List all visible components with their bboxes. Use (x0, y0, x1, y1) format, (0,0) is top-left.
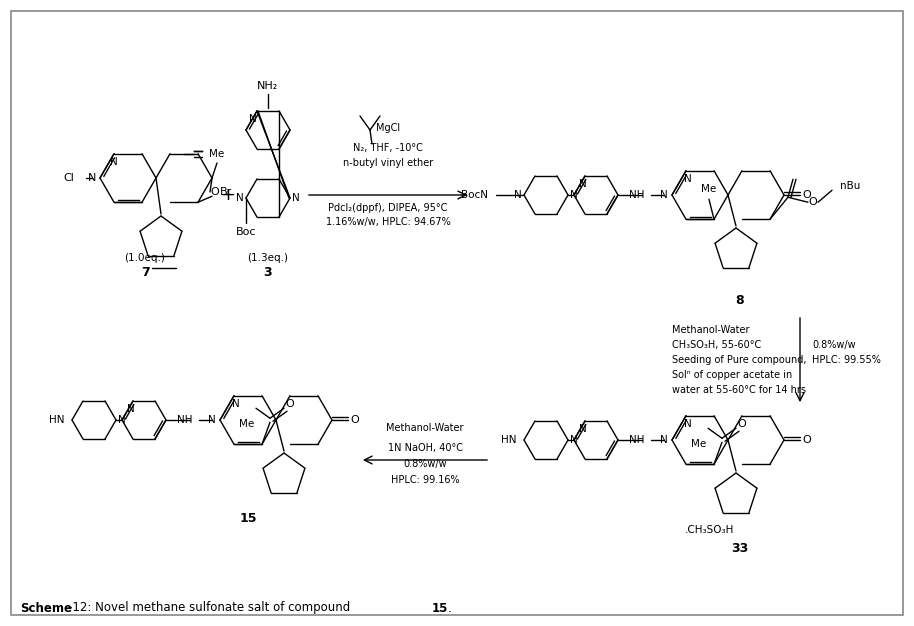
Text: N: N (660, 435, 668, 445)
Text: N: N (292, 193, 300, 203)
Text: Scheme: Scheme (20, 602, 72, 615)
Text: O: O (809, 197, 817, 207)
Text: N: N (88, 173, 96, 183)
Text: O: O (802, 435, 812, 445)
Text: 33: 33 (731, 541, 749, 555)
Text: N: N (232, 399, 239, 409)
Text: (1.0eq.): (1.0eq.) (124, 253, 165, 263)
Text: 1.16%w/w, HPLC: 94.67%: 1.16%w/w, HPLC: 94.67% (325, 217, 451, 227)
Text: 1N NaOH, 40°C: 1N NaOH, 40°C (388, 443, 462, 453)
Text: N: N (118, 415, 126, 425)
Text: 0.8%w/w: 0.8%w/w (812, 340, 856, 350)
Text: Me: Me (239, 419, 254, 429)
Text: NH: NH (629, 435, 644, 445)
Text: O: O (738, 419, 747, 429)
Text: Boc: Boc (236, 227, 256, 237)
Text: Me: Me (209, 149, 225, 159)
Text: N: N (208, 415, 216, 425)
Text: Solⁿ of copper acetate in: Solⁿ of copper acetate in (672, 370, 792, 380)
Text: N: N (127, 404, 135, 414)
Text: Methanol-Water: Methanol-Water (672, 325, 749, 335)
Text: water at 55-60°C for 14 hrs: water at 55-60°C for 14 hrs (672, 385, 806, 395)
Text: 15: 15 (239, 511, 257, 525)
Text: BocN: BocN (461, 190, 488, 200)
Text: O: O (802, 190, 812, 200)
Text: NH: NH (176, 415, 192, 425)
Text: n-butyl vinyl ether: n-butyl vinyl ether (343, 158, 433, 168)
Text: N: N (110, 156, 118, 167)
Text: O: O (210, 187, 219, 197)
Text: Pdcl₂(dppf), DIPEA, 95°C: Pdcl₂(dppf), DIPEA, 95°C (328, 203, 448, 213)
Text: Seeding of Pure compound,: Seeding of Pure compound, (672, 355, 806, 365)
Text: N: N (236, 193, 244, 203)
Text: N: N (514, 190, 522, 200)
Text: 7: 7 (141, 265, 149, 279)
Text: CH₃SO₃H, 55-60°C: CH₃SO₃H, 55-60°C (672, 340, 761, 350)
Text: 15: 15 (432, 602, 449, 615)
Text: N: N (660, 190, 668, 200)
Text: N: N (570, 435, 578, 445)
Text: (1.3eq.): (1.3eq.) (248, 253, 289, 263)
Text: N: N (579, 179, 587, 189)
Text: N: N (579, 424, 587, 434)
Text: .: . (448, 602, 452, 615)
Text: O: O (351, 415, 359, 425)
Text: HPLC: 99.55%: HPLC: 99.55% (812, 355, 881, 365)
Text: NH₂: NH₂ (258, 81, 279, 91)
Text: 3: 3 (263, 265, 272, 279)
Text: 8: 8 (736, 294, 744, 307)
Text: HN: HN (501, 435, 516, 445)
Text: O: O (285, 399, 294, 409)
Text: Br: Br (220, 187, 232, 197)
Text: N: N (684, 419, 692, 429)
Text: N: N (250, 114, 257, 124)
Text: N: N (570, 190, 578, 200)
Text: .CH₃SO₃H: .CH₃SO₃H (686, 525, 735, 535)
Text: Methanol-Water: Methanol-Water (387, 423, 463, 433)
Text: nBu: nBu (840, 182, 860, 192)
Text: HPLC: 99.16%: HPLC: 99.16% (390, 475, 460, 485)
Text: Me: Me (691, 439, 706, 449)
Text: Me: Me (701, 184, 717, 194)
Text: MgCl: MgCl (376, 123, 400, 133)
Text: Cl: Cl (63, 173, 74, 183)
Text: N₂, THF, -10°C: N₂, THF, -10°C (353, 143, 423, 153)
Text: HN: HN (48, 415, 64, 425)
Text: N: N (684, 174, 692, 184)
Text: 0.8%w/w: 0.8%w/w (403, 459, 447, 469)
Text: NH: NH (629, 190, 644, 200)
Text: -12: Novel methane sulfonate salt of compound: -12: Novel methane sulfonate salt of com… (68, 602, 354, 615)
Text: +: + (220, 186, 236, 204)
